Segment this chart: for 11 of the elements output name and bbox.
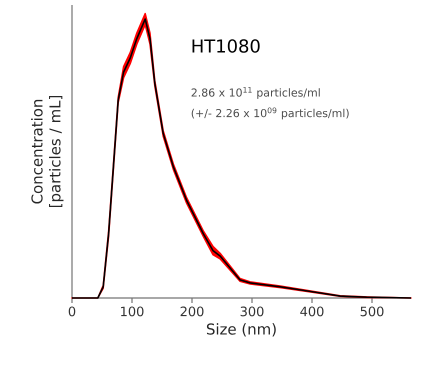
x-tick-label: 500 (360, 306, 384, 316)
y-axis-title: Concentration [particles / mL] (31, 96, 64, 208)
x-tick-label: 300 (240, 306, 264, 316)
x-tick-label: 0 (68, 306, 76, 316)
x-tick-label: 200 (180, 306, 204, 316)
x-axis-title: Size (nm) (206, 323, 276, 336)
annotation: (+/- 2.26 x 10$^{09}$ particles/ml) (192, 107, 349, 120)
x-tick-label: 400 (300, 306, 324, 316)
annotation: 2.86 x 10$^{11}$ particles/ml (192, 86, 320, 99)
annotation: HT1080 (192, 39, 260, 53)
x-tick-label: 100 (121, 306, 144, 316)
